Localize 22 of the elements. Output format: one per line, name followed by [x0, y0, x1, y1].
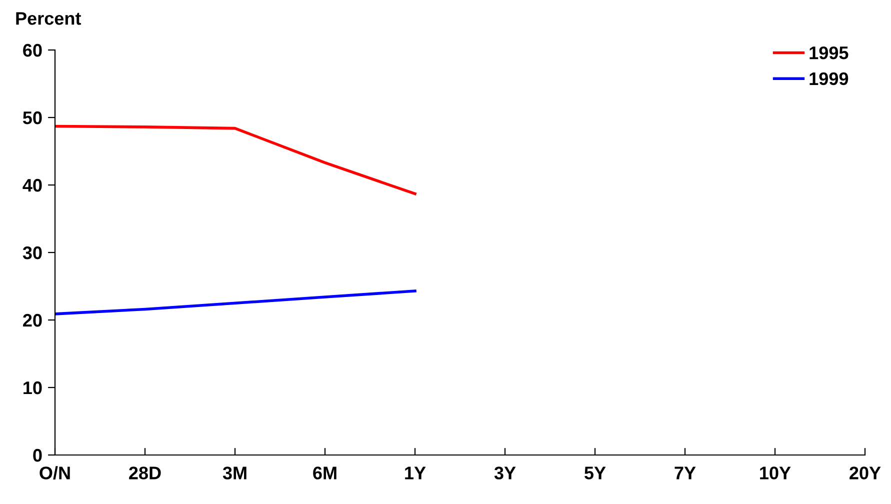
- x-tick-label: 1Y: [405, 466, 426, 480]
- x-tick-label: 6M: [313, 466, 336, 480]
- line-series: [55, 290, 416, 316]
- y-tick-label: 60: [23, 44, 42, 57]
- y-axis-title: Percent: [16, 12, 82, 25]
- x-tick-label: 5Y: [584, 466, 606, 480]
- legend-label: 1995: [810, 46, 848, 60]
- x-tick-label: 3Y: [494, 466, 516, 480]
- line-series: [55, 124, 416, 196]
- x-tick-label: 7Y: [674, 466, 696, 480]
- x-tick-label: 3M: [222, 466, 246, 480]
- x-tick-label: O/N: [40, 466, 70, 480]
- y-tick-label: 40: [22, 178, 42, 192]
- legend-label: 1999: [810, 72, 848, 86]
- y-tick-label: 20: [23, 314, 42, 327]
- x-tick-label: 20Y: [850, 466, 881, 480]
- y-tick-label: 10: [24, 381, 42, 394]
- y-tick-label: 30: [22, 246, 42, 260]
- y-tick-label: 50: [22, 111, 42, 124]
- x-tick-label: 28D: [129, 466, 161, 480]
- y-tick-label: 0: [33, 448, 42, 462]
- x-tick-label: 10Y: [760, 466, 791, 480]
